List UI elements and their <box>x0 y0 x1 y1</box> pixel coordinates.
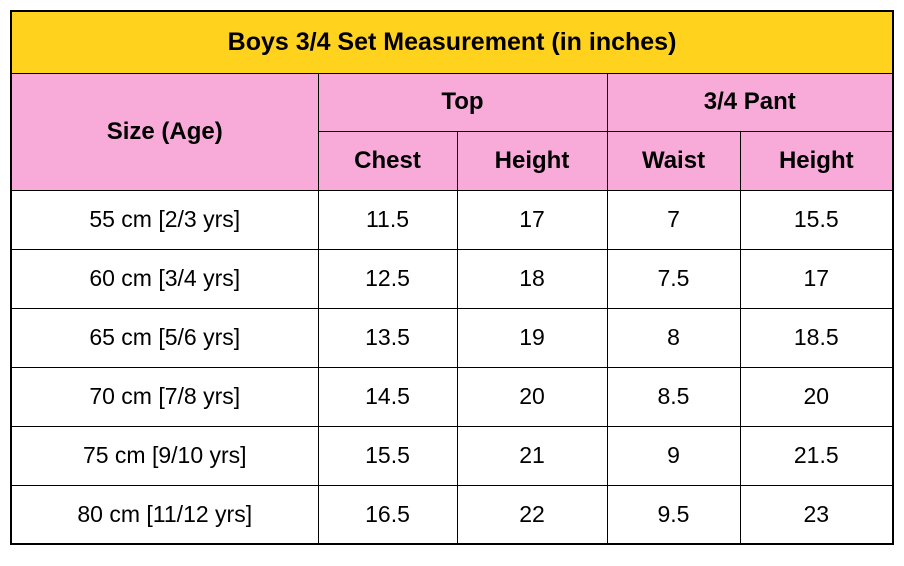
group-header-row: Size (Age) Top 3/4 Pant <box>10 72 894 191</box>
title-row: Boys 3/4 Set Measurement (in inches) <box>10 10 894 74</box>
table-title: Boys 3/4 Set Measurement (in inches) <box>10 10 894 74</box>
waist-cell: 8.5 <box>606 366 741 427</box>
size-cell: 70 cm [7/8 yrs] <box>10 366 319 427</box>
table-row: 80 cm [11/12 yrs] 16.5 22 9.5 23 <box>10 484 894 545</box>
chest-cell: 11.5 <box>317 189 458 250</box>
pant-height-cell: 21.5 <box>739 425 894 486</box>
size-age-header: Size (Age) <box>10 72 319 191</box>
pant-height-header: Height <box>739 130 894 191</box>
chest-cell: 15.5 <box>317 425 458 486</box>
waist-cell: 9 <box>606 425 741 486</box>
top-height-cell: 17 <box>456 189 608 250</box>
top-height-cell: 20 <box>456 366 608 427</box>
size-cell: 60 cm [3/4 yrs] <box>10 248 319 309</box>
table-row: 60 cm [3/4 yrs] 12.5 18 7.5 17 <box>10 248 894 309</box>
table-row: 70 cm [7/8 yrs] 14.5 20 8.5 20 <box>10 366 894 427</box>
chest-cell: 12.5 <box>317 248 458 309</box>
pant-height-cell: 18.5 <box>739 307 894 368</box>
top-height-header: Height <box>456 130 608 191</box>
table-row: 65 cm [5/6 yrs] 13.5 19 8 18.5 <box>10 307 894 368</box>
waist-cell: 7 <box>606 189 741 250</box>
waist-cell: 7.5 <box>606 248 741 309</box>
top-height-cell: 19 <box>456 307 608 368</box>
pant-waist-header: Waist <box>606 130 741 191</box>
top-height-cell: 21 <box>456 425 608 486</box>
table-row: 75 cm [9/10 yrs] 15.5 21 9 21.5 <box>10 425 894 486</box>
chest-cell: 16.5 <box>317 484 458 545</box>
size-cell: 65 cm [5/6 yrs] <box>10 307 319 368</box>
size-chart-table: Boys 3/4 Set Measurement (in inches) Siz… <box>10 10 895 545</box>
waist-cell: 9.5 <box>606 484 741 545</box>
top-chest-header: Chest <box>317 130 458 191</box>
table-row: 55 cm [2/3 yrs] 11.5 17 7 15.5 <box>10 189 894 250</box>
size-cell: 80 cm [11/12 yrs] <box>10 484 319 545</box>
waist-cell: 8 <box>606 307 741 368</box>
pant-height-cell: 15.5 <box>739 189 894 250</box>
chest-cell: 14.5 <box>317 366 458 427</box>
pant-height-cell: 23 <box>739 484 894 545</box>
pant-height-cell: 17 <box>739 248 894 309</box>
size-cell: 55 cm [2/3 yrs] <box>10 189 319 250</box>
sub-header-row: Chest Height Waist Height <box>11 130 894 191</box>
chest-cell: 13.5 <box>317 307 458 368</box>
size-cell: 75 cm [9/10 yrs] <box>10 425 319 486</box>
top-group-header: Top <box>317 72 608 132</box>
top-height-cell: 18 <box>456 248 608 309</box>
pant-height-cell: 20 <box>739 366 894 427</box>
pant-group-header: 3/4 Pant <box>606 72 894 132</box>
top-height-cell: 22 <box>456 484 608 545</box>
